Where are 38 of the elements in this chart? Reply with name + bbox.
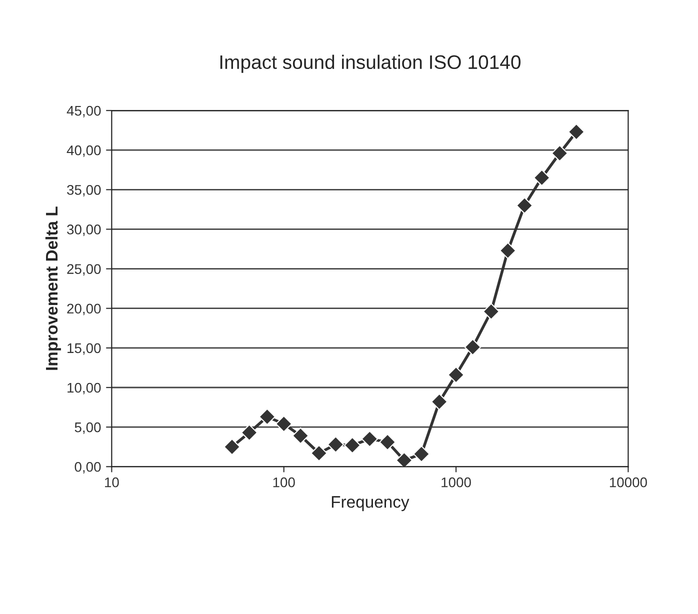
point [275, 416, 292, 432]
point [568, 124, 585, 140]
y-tick-label: 25,00 [67, 264, 101, 276]
point [430, 393, 448, 410]
point [482, 303, 500, 320]
y-tick-label: 45,00 [66, 106, 101, 118]
point [292, 427, 309, 444]
y-tick-label: 10,00 [68, 382, 101, 394]
point [533, 169, 550, 186]
x-tick-label: 10000 [610, 477, 647, 488]
y-tick-label: 20,00 [67, 304, 101, 316]
point [499, 242, 516, 259]
point [344, 436, 361, 454]
point [379, 434, 396, 450]
y-tick-label: 5,00 [74, 422, 101, 434]
point [224, 438, 240, 456]
point [240, 424, 258, 441]
y-tick-label: 30,00 [67, 224, 101, 236]
point [448, 366, 464, 384]
y-tick-label: 0,00 [74, 462, 101, 474]
x-tick-label: 10 [105, 477, 119, 488]
y-axis-title: Improvement Delta L [45, 206, 61, 370]
point [327, 436, 344, 453]
point [361, 430, 378, 448]
x-tick-label: 100 [273, 477, 295, 488]
point [258, 408, 276, 426]
y-tick-label: 15,00 [68, 343, 101, 355]
y-tick-label: 40,00 [66, 145, 101, 157]
point [464, 338, 482, 356]
point [551, 144, 568, 162]
point [396, 452, 413, 467]
chart-title: Impact sound insulation ISO 10140 [220, 54, 521, 73]
x-axis-title: Frequency [332, 496, 410, 512]
point [516, 197, 533, 214]
y-tick-label: 35,00 [67, 184, 101, 196]
x-tick-label: 1000 [442, 477, 471, 488]
point [413, 446, 430, 462]
point [310, 444, 328, 462]
